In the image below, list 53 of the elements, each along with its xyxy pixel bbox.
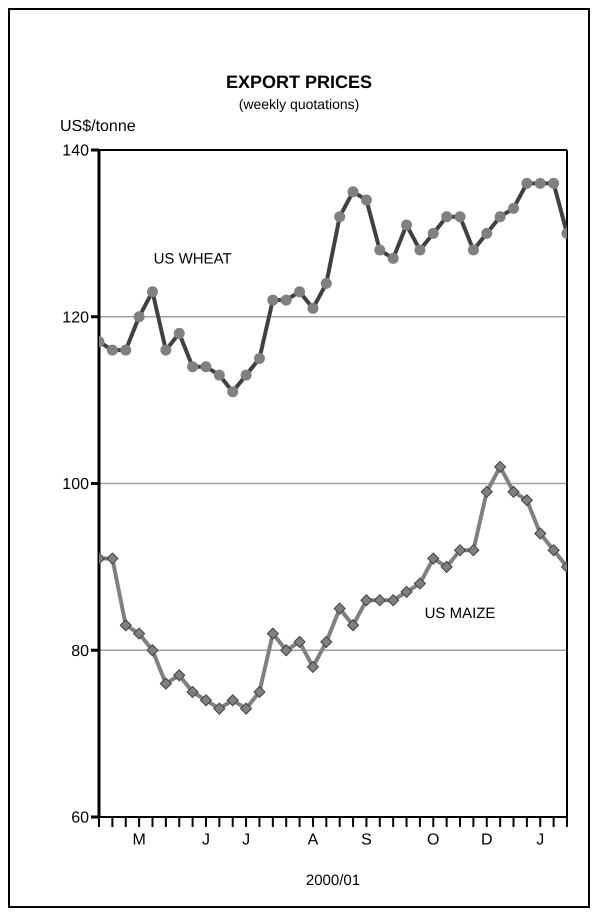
point [120,619,132,632]
point [387,594,400,606]
point [106,552,118,565]
point [200,694,212,706]
point [480,486,493,498]
series-label: US WHEAT [154,250,232,268]
x-tick-label: J [536,831,544,848]
point [280,644,292,656]
series-label: US MAIZE [424,605,496,622]
point [534,528,546,540]
point [427,552,440,565]
point [400,586,413,598]
x-tick-label: A [308,831,319,848]
x-tick-label: J [242,831,250,848]
point [334,602,346,615]
x-tick-label: O [427,831,440,848]
point [454,544,466,556]
point [360,594,372,606]
point [467,544,480,556]
x-tick-label: S [361,831,372,848]
y-tick-label: 60 [71,810,90,827]
point [240,702,252,715]
x-tick-label: M [132,831,146,848]
y-axis-title: US$/tonne [60,118,136,136]
point [226,694,239,706]
chart-title: EXPORT PRICES [224,72,374,93]
point [213,702,226,715]
point [508,486,520,498]
point [440,560,453,573]
point [266,628,279,640]
point [306,660,319,673]
point [520,494,533,506]
point [494,460,506,473]
point [347,619,360,632]
y-tick-label: 140 [62,142,90,160]
point [414,578,426,590]
point [320,636,332,648]
y-tick-label: 80 [71,642,90,660]
y-tick-label: 100 [62,476,90,494]
point [294,636,306,648]
point [548,544,560,556]
point [133,628,146,640]
point [374,594,386,606]
point [253,686,266,698]
point [160,678,172,690]
x-axis-title: 2000/01 [304,872,362,889]
x-tick-label: D [480,831,493,848]
point [186,686,199,698]
y-tick-label: 120 [62,309,90,326]
point [146,644,158,656]
x-tick-label: J [202,831,210,848]
chart-subtitle: (weekly quotations) [238,96,360,112]
point [173,669,186,682]
